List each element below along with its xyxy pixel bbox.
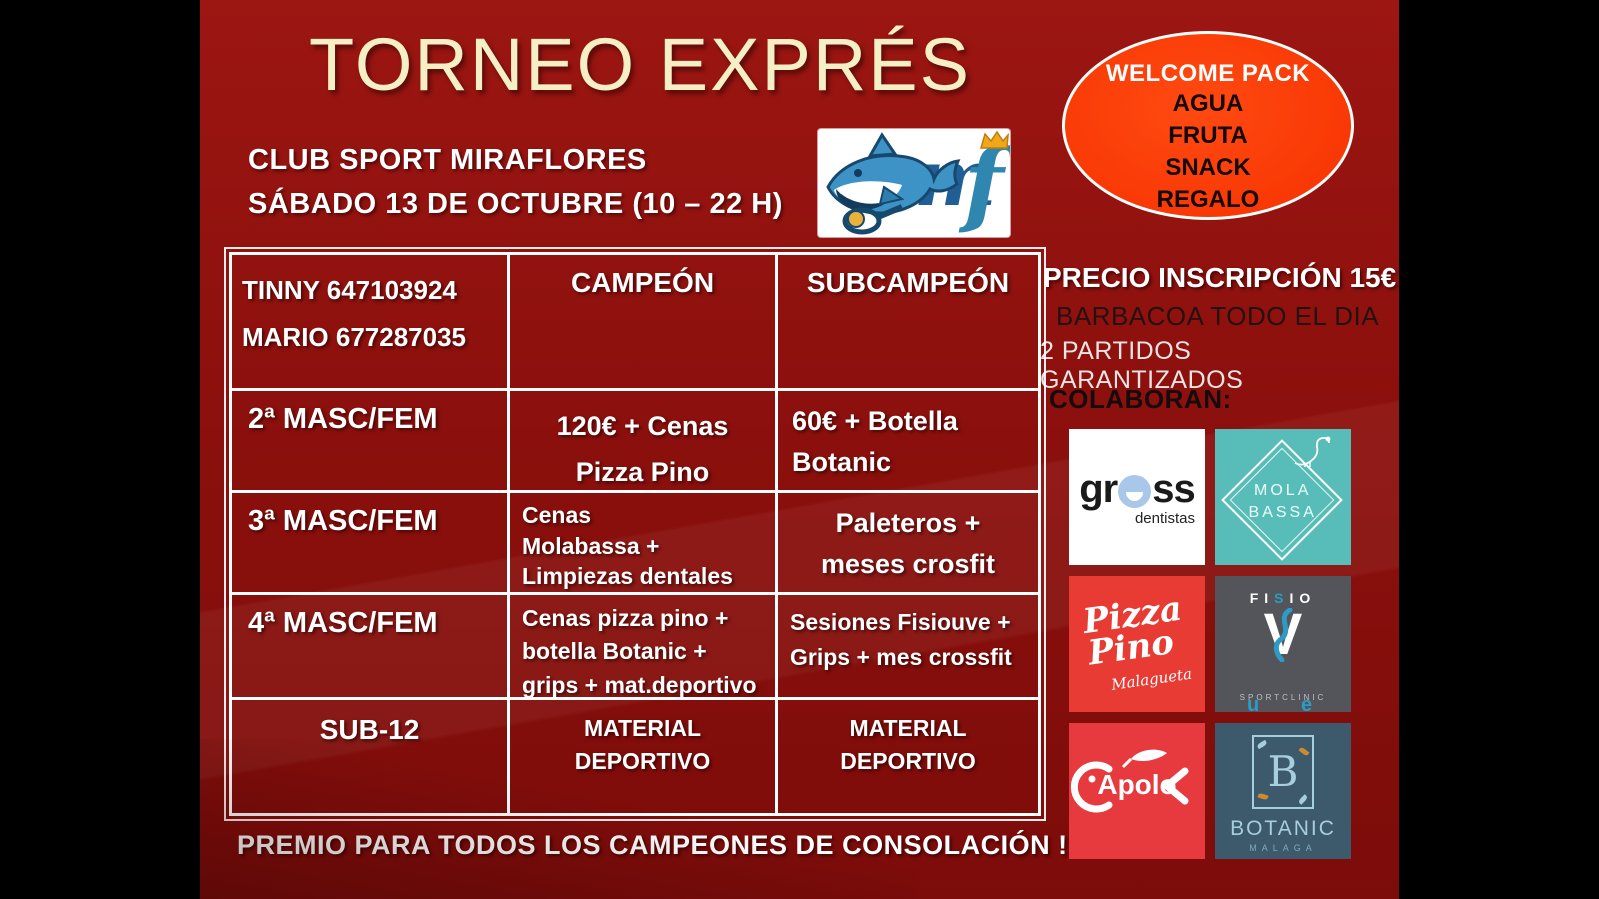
welcome-pack-item: FRUTA bbox=[1168, 122, 1248, 149]
category-cell: 4ª MASC/FEM bbox=[232, 592, 507, 697]
shark-mouth bbox=[836, 189, 888, 210]
shark-eye bbox=[854, 169, 862, 177]
champion-prize-cell: MATERIAL DEPORTIVO bbox=[507, 697, 775, 813]
runner-up-prize-cell: Paleteros + meses crosfit bbox=[775, 490, 1038, 592]
sponsor-logo-gross-dentistas: gr ss dentistas bbox=[1069, 429, 1205, 565]
fisio-s: S bbox=[1274, 590, 1290, 606]
s-curve-icon bbox=[1273, 608, 1293, 662]
pizza-pino-wordmark: Pizza Pino Malagueta bbox=[1081, 588, 1193, 696]
gross-text-right: ss bbox=[1152, 467, 1195, 511]
botanic-monogram-frame: B bbox=[1252, 735, 1314, 809]
welcome-pack-badge: WELCOME PACK AGUA FRUTA SNACK REGALO bbox=[1062, 31, 1354, 220]
gross-text-left: gr bbox=[1079, 467, 1118, 511]
sportclinic-text: SPORTCLINIC bbox=[1239, 693, 1327, 702]
shark-icon: m f bbox=[826, 129, 1017, 237]
welcome-pack-item: AGUA bbox=[1172, 90, 1244, 117]
venue-name: CLUB SPORT MIRAFLORES bbox=[248, 144, 647, 176]
collaborators-heading: COLABORAN: bbox=[1049, 384, 1232, 414]
tournament-poster: TORNEO EXPRÉS CLUB SPORT MIRAFLORES SÁBA… bbox=[200, 0, 1399, 899]
event-date: SÁBADO 13 DE OCTUBRE (10 – 22 H) bbox=[248, 188, 783, 220]
crown-icon bbox=[980, 130, 1009, 149]
sponsor-logo-apolo: Apolo bbox=[1069, 723, 1205, 859]
leaf-icon bbox=[1298, 746, 1310, 757]
category-cell: SUB-12 bbox=[232, 697, 507, 813]
botanic-wordmark: BOTANIC bbox=[1230, 817, 1336, 840]
welcome-pack-item: SNACK bbox=[1165, 154, 1251, 181]
event-details: CLUB SPORT MIRAFLORES SÁBADO 13 DE OCTUB… bbox=[248, 138, 783, 226]
welcome-pack-title: WELCOME PACK bbox=[1105, 60, 1311, 87]
fish-icon bbox=[1070, 749, 1189, 813]
sponsor-logo-botanic: B BOTANIC MALAGA bbox=[1215, 723, 1351, 859]
shark-teeth bbox=[839, 187, 881, 199]
fisio-wordmark: FISIO bbox=[1215, 590, 1351, 606]
leaf-icon bbox=[1256, 739, 1268, 750]
champion-prize-cell: Cenas pizza pino + botella Botanic + gri… bbox=[507, 592, 775, 697]
malaga-text: MALAGA bbox=[1249, 843, 1317, 853]
apolo-wordmark: Apolo bbox=[1097, 769, 1177, 800]
leaf-icon bbox=[1297, 794, 1309, 805]
club-shark-logo: m f bbox=[818, 129, 1017, 237]
shark-dorsal-fin bbox=[867, 132, 898, 158]
uve-monogram: V bbox=[1215, 606, 1351, 668]
champion-prize-cell: 120€ + Cenas Pizza Pino bbox=[507, 388, 775, 490]
leaf-icon bbox=[1257, 792, 1269, 801]
fisio-text-left: FI bbox=[1249, 590, 1275, 606]
runner-up-prize-cell: MATERIAL DEPORTIVO bbox=[775, 697, 1038, 813]
barbecue-note: BARBACOA TODO EL DIA bbox=[1056, 301, 1380, 331]
letter-u: u bbox=[1247, 694, 1260, 712]
mola-text: MOLA bbox=[1254, 482, 1312, 500]
sponsor-logo-mola-bassa: MOLA BASSA bbox=[1215, 429, 1351, 565]
racket-icon bbox=[842, 207, 882, 235]
gross-wordmark: gr ss bbox=[1079, 467, 1195, 512]
champion-prize-cell: Cenas Molabassa + Limpiezas dentales bbox=[507, 490, 775, 592]
category-cell: 3ª MASC/FEM bbox=[232, 490, 507, 592]
shark-fin bbox=[878, 185, 905, 206]
runner-up-prize-cell: 60€ + Botella Botanic bbox=[775, 388, 1038, 490]
contact-cell: TINNY 647103924 MARIO 677287035 bbox=[242, 275, 467, 352]
leaf-icon bbox=[1131, 749, 1167, 761]
flamingo-icon bbox=[1294, 436, 1331, 467]
fisio-text-right: IO bbox=[1289, 590, 1317, 606]
inscription-price: PRECIO INSCRIPCIÓN 15€ bbox=[1043, 262, 1397, 293]
sponsor-logos: gr ss dentistas MOLA BASSA Pizza bbox=[1069, 429, 1351, 859]
ball-icon bbox=[847, 210, 865, 228]
poster-title: TORNEO EXPRÉS bbox=[308, 23, 971, 106]
sponsor-logo-fisio-uve: FISIO V u e SPORTCLINIC bbox=[1215, 576, 1351, 712]
sponsor-logo-pizza-pino: Pizza Pino Malagueta bbox=[1069, 576, 1205, 712]
botanic-monogram: B bbox=[1267, 747, 1299, 796]
guaranteed-matches: 2 PARTIDOS GARANTIZADOS bbox=[1040, 337, 1244, 394]
racket-handle bbox=[876, 204, 904, 220]
gross-subtitle: dentistas bbox=[1134, 510, 1195, 527]
letter-e: e bbox=[1301, 694, 1313, 712]
welcome-pack-item: REGALO bbox=[1156, 186, 1260, 213]
mola-bassa-wordmark: MOLA BASSA bbox=[1238, 480, 1328, 524]
smiling-tooth-icon bbox=[1118, 475, 1152, 508]
pino-text: Pino bbox=[1086, 622, 1177, 674]
prize-table: TINNY 647103924 MARIO 677287035 CAMPEÓN … bbox=[224, 247, 1046, 821]
runner-up-header-cell: SUBCAMPEÓN bbox=[775, 255, 1038, 388]
bassa-text: BASSA bbox=[1248, 504, 1317, 522]
category-cell: 2ª MASC/FEM bbox=[232, 388, 507, 490]
runner-up-prize-cell: Sesiones Fisiouve + Grips + mes crossfit bbox=[775, 592, 1038, 697]
champion-header-cell: CAMPEÓN bbox=[507, 255, 775, 388]
consolation-note: PREMIO PARA TODOS LOS CAMPEONES DE CONSO… bbox=[237, 830, 1078, 860]
